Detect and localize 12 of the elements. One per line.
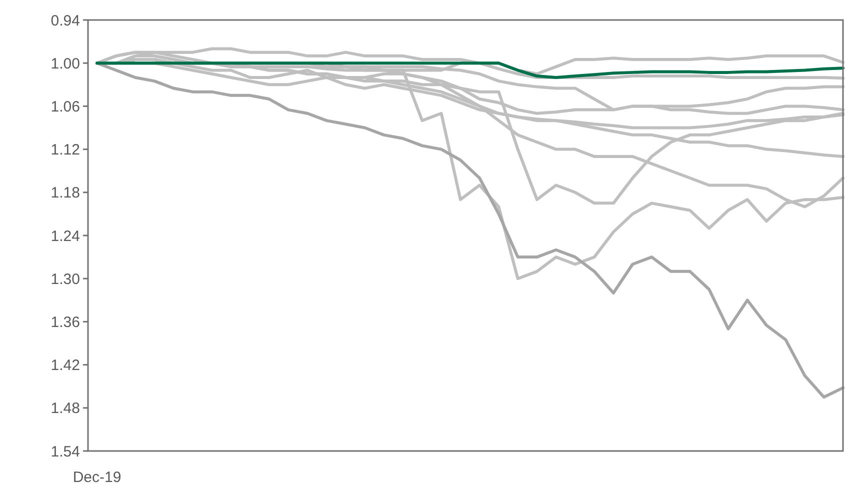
y-tick-label: 0.94 xyxy=(50,12,80,30)
y-tick-label: 1.18 xyxy=(50,184,80,202)
y-tick-label: 1.30 xyxy=(50,270,80,288)
y-tick-label: 1.42 xyxy=(50,357,80,374)
y-tick-label: 1.48 xyxy=(50,400,80,418)
x-tick-label: Dec-19 xyxy=(72,469,122,486)
y-tick-label: 1.12 xyxy=(50,142,80,159)
y-tick-label: 1.06 xyxy=(50,98,80,116)
y-tick-label: 1.24 xyxy=(50,228,80,245)
y-tick-label: 1.54 xyxy=(50,443,80,460)
y-tick-label: 1.00 xyxy=(50,55,80,72)
y-tick-label: 1.36 xyxy=(50,314,80,331)
